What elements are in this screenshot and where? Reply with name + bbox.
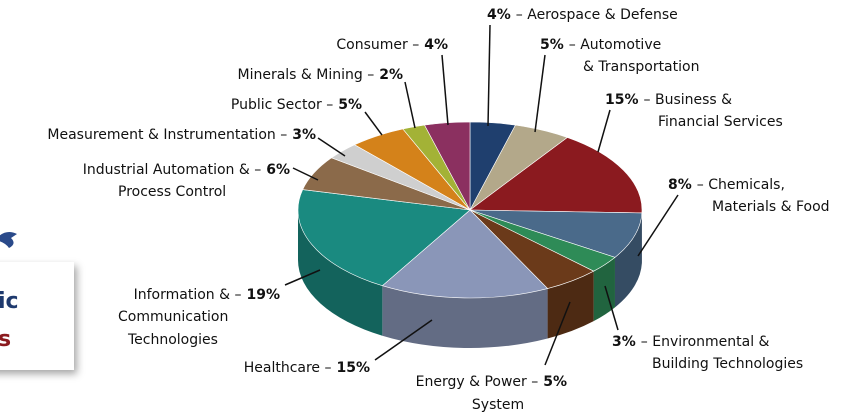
pie-side [298,210,383,336]
slice-label: Industrial Automation & – 6% [83,162,290,178]
category-label: Materials & Food [712,199,830,215]
category-label: Measurement & Instrumentation – [47,127,287,143]
value-label: 19% [246,287,280,303]
leader-line [404,81,416,129]
category-label: Public Sector – [231,97,333,113]
value-label: 3% [292,127,316,143]
value-label: 2% [379,67,403,83]
card-text: ic [0,289,19,314]
category-label: Process Control [118,184,226,200]
value-label: 4% [487,7,511,23]
leader-line [604,285,619,331]
leader-line [284,269,321,286]
pie-slice [469,209,643,258]
pie-slice [297,189,471,287]
pie-side [614,212,642,308]
pie-side [593,257,615,322]
leader-line [534,54,546,133]
slice-label: Information & –19% [134,287,280,303]
leader-line [374,319,433,361]
category-label: Building Technologies [652,356,803,372]
category-label: – Environmental & [641,334,770,350]
value-label: 3% [612,334,636,350]
leader-line [441,54,449,126]
value-label: 5% [543,374,567,390]
slice-label: 15% – Business & [605,92,732,108]
category-label: System [472,397,524,413]
slice-label: 4% – Aerospace & Defense [487,7,678,23]
category-label: Financial Services [658,114,783,130]
pie-slice [469,137,643,214]
leader-line [487,24,491,127]
leader-line [597,109,611,153]
category-label: Industrial Automation & – [83,162,261,178]
leader-line [544,301,571,366]
category-label: – Automotive [569,37,661,53]
category-label: Communication [118,309,228,325]
category-label: Healthcare – [244,360,332,376]
category-label: Information & – [134,287,242,303]
pie-side [382,285,548,348]
slice-label: 5% – Automotive [540,37,661,53]
value-label: 15% [605,92,639,108]
pie-slice [381,209,549,299]
card-text: s [0,327,11,352]
category-label: Minerals & Mining – [237,67,374,83]
value-label: 5% [338,97,362,113]
slice-label: Minerals & Mining – 2% [237,67,403,83]
category-label: – Business & [644,92,733,108]
leader-line [637,194,679,257]
value-label: 5% [540,37,564,53]
category-label: & Transportation [583,59,699,75]
slice-label: Energy & Power –5% [416,374,567,390]
value-label: 4% [424,37,448,53]
category-label: Technologies [127,332,218,348]
slice-label: Consumer – 4% [336,37,448,53]
card-box [0,262,74,370]
slice-label: Measurement & Instrumentation – 3% [47,127,316,143]
slice-label: 3% – Environmental & [612,334,770,350]
side-card: ic s [0,232,74,370]
leader-line [292,167,319,181]
value-label: 15% [336,360,370,376]
category-label: Energy & Power – [416,374,539,390]
value-label: 8% [668,177,692,193]
slice-label: Public Sector – 5% [231,97,362,113]
category-label: – Aerospace & Defense [516,7,678,23]
slice-label: Healthcare –15% [244,360,370,376]
leader-line [364,111,383,136]
value-label: 6% [266,162,290,178]
slice-label: 8% – Chemicals, [668,177,785,193]
category-label: – Chemicals, [697,177,785,193]
leader-line [317,137,346,157]
category-label: Consumer – [336,37,419,53]
card-icon [0,232,17,248]
pie-side [547,271,594,339]
